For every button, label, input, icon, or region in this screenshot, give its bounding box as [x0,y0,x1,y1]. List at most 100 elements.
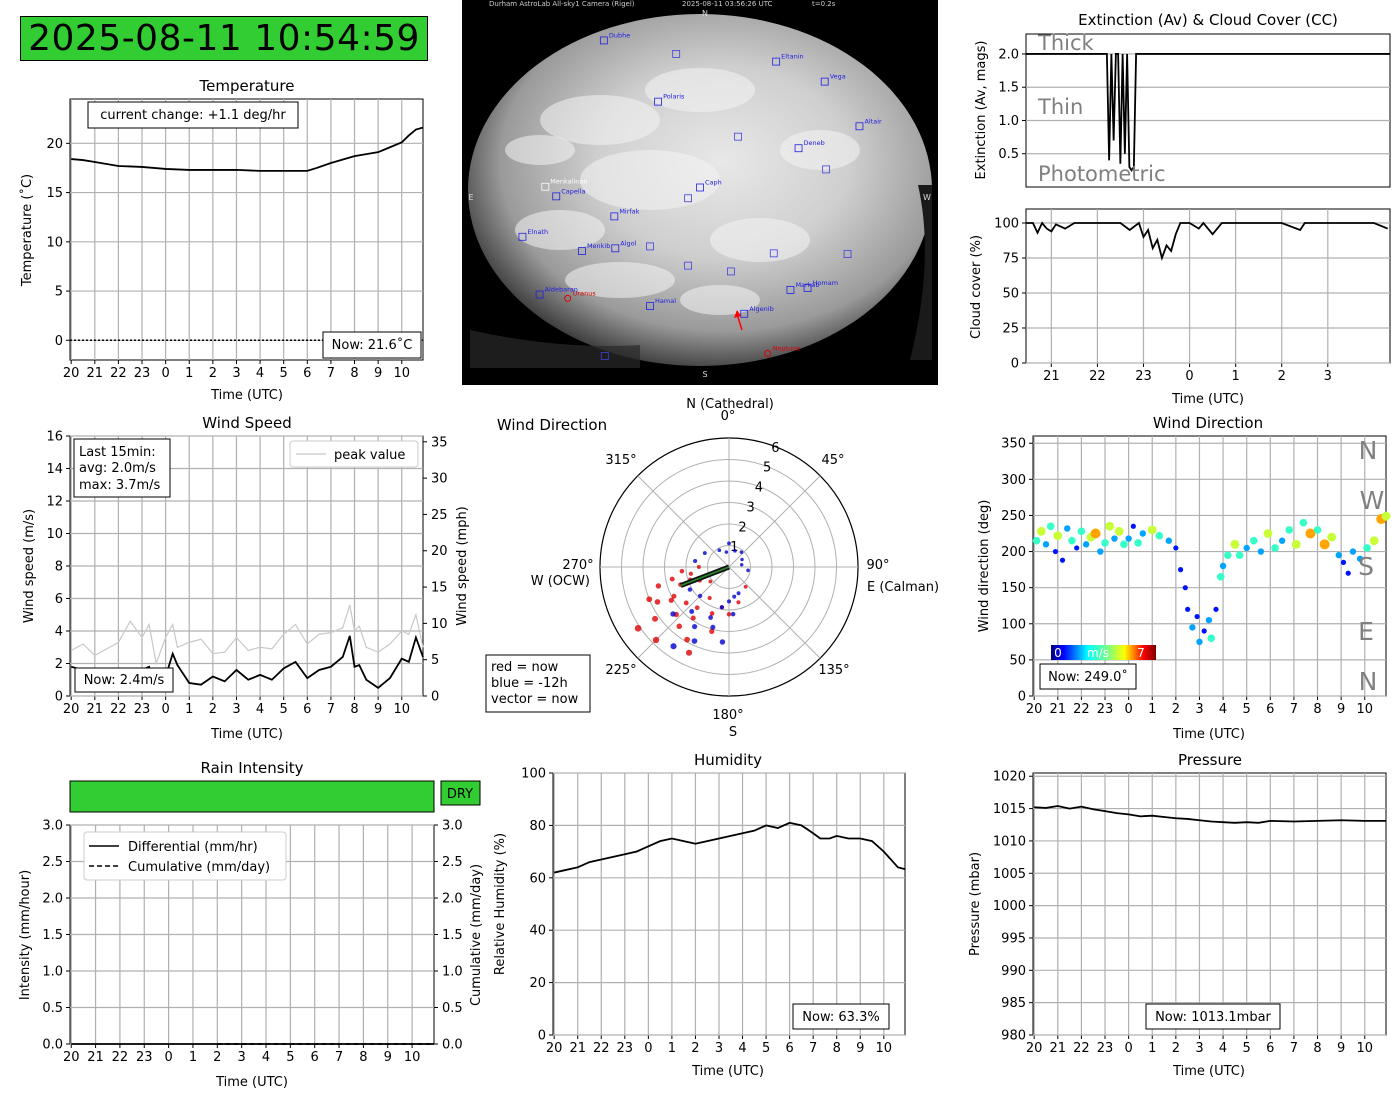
extinction-plot-area [1025,33,1391,188]
wind_direction-xtick-label: 23 [1097,702,1114,717]
polar-point [690,615,696,621]
temperature-plot-area [69,98,424,361]
wind_direction-ytick-label: 100 [1001,617,1026,632]
pressure-xlabel: Time (UTC) [1172,1064,1245,1079]
clock-timestamp: 2025-08-11 10:54:59 [28,18,420,59]
wind-direction-point [1173,545,1179,551]
polar-point [687,587,693,592]
sky-star-marker [820,77,829,86]
polar-spoke [728,566,821,659]
sky-star-label: Uranus [573,289,597,297]
polar-point [652,636,660,644]
rain-title: Rain Intensity [200,759,303,777]
wind-direction-point [1147,525,1157,535]
wind-direction-point [1134,539,1142,547]
wind-direction-point [1278,537,1286,544]
wind_speed-ytick-label: 10 [46,527,63,542]
sky-star-label: Polaris [663,93,685,101]
extinction-zone-photometric: Photometric [1038,162,1166,186]
rain_intensity-xtick-label: 22 [112,1050,129,1065]
wind-direction-point [1194,613,1200,620]
humidity-xtick-label: 6 [785,1041,793,1056]
pressure-ytick-label: 1020 [993,770,1026,785]
temperature-ytick-label: 20 [46,137,63,152]
wind-polar-title: Wind Direction [497,416,607,434]
wind_direction-xtick-label: 22 [1073,702,1090,717]
sky-star-label: Altair [864,117,882,125]
wind-compass-e: E [1358,617,1374,646]
wind-compass-w: W [1360,486,1385,515]
wind-direction-point [1213,606,1219,612]
polar-point [726,599,732,604]
wind-speed-stats-1: avg: 2.0m/s [79,461,156,476]
polar-point [709,628,715,634]
wind_speed-y2tick-label: 35 [431,435,448,450]
pressure-ytick-label: 990 [1001,964,1026,979]
sky-star-marker [734,132,742,141]
polar-point [684,636,690,643]
humidity-xtick-label: 21 [569,1041,586,1056]
wind_speed-y2tick-label: 30 [431,472,448,487]
wind-direction-point [1381,511,1391,521]
polar-point [708,579,713,584]
polar-point [634,625,642,632]
rain-ylabel2: Cumulative (mm/day) [469,864,484,1006]
wind-speed-legend-label: peak value [334,448,405,463]
wind-polar-east: E (Calman) [867,580,939,595]
wind-direction-point [1327,532,1337,542]
wind-direction-now-box [1039,663,1137,690]
humidity-xtick-label: 0 [644,1041,652,1056]
polar-point [726,612,732,617]
wind-direction-point [1340,559,1347,565]
pressure-xtick-label: 9 [1337,1041,1345,1056]
wind_speed-ytick-label: 12 [46,495,63,510]
wind-direction-point [1291,539,1301,549]
wind-direction-point [1335,551,1342,559]
wind-direction-point [1053,531,1063,541]
wind-direction-point [1074,545,1080,551]
rain_intensity-y2tick-label: 2.5 [442,855,463,870]
polar-point [676,623,683,630]
wind_direction-ytick-label: 250 [1001,509,1026,524]
wind_speed-ytick-label: 6 [55,592,63,607]
wind_direction-xtick-label: 1 [1148,702,1156,717]
sky-star-marker [803,284,812,292]
rain_intensity-xtick-label: 6 [311,1050,319,1065]
wind-direction-point [1042,541,1050,548]
extinction-title: Extinction (Av) & Cloud Cover (CC) [1078,11,1338,29]
polar-radial-label: 2 [738,520,746,535]
sky-cloud [540,95,660,145]
wind_direction-ytick-label: 300 [1001,473,1026,488]
sky-planet-marker [764,349,772,357]
humidity-now: Now: 63.3% [802,1010,879,1025]
rain-panel: Rain Intensity DRY 20 21 22 23 0 1 2 3 4 5 6 7 8 9 100… [18,759,484,1090]
wind_speed-y2tick-label: 20 [431,544,448,559]
humidity-series-1 [553,821,906,874]
sky-compass-e: E [468,193,473,202]
sky-star-marker [684,194,692,203]
wind-speed-title: Wind Speed [202,414,292,432]
sky-star-marker [518,232,527,241]
wind-direction-point [1059,557,1066,563]
rain-status-bar [69,780,435,813]
wind_direction-xtick-label: 0 [1124,702,1132,717]
cloud_cover-ytick-label: 25 [1002,322,1019,337]
humidity-xtick-label: 2 [691,1041,699,1056]
wind-direction-point [1125,535,1132,542]
sky-planet-marker [564,294,572,302]
rain_intensity-y2tick-label: 0.0 [442,1038,463,1053]
wind_speed-xtick-label: 10 [393,702,410,717]
humidity-ytick-label: 100 [521,767,546,782]
sky-cloud [580,150,720,210]
pressure-xtick-label: 3 [1195,1041,1203,1056]
rain_intensity-ytick-label: 2.5 [42,855,63,870]
sky-cloud [505,135,575,165]
sky-star-label: Deneb [804,139,825,147]
clock-banner: 2025-08-11 10:54:59 [20,16,428,61]
wind-direction-point [1182,585,1188,591]
polar-point [671,593,677,599]
polar-spoke [637,475,730,568]
cloud_cover-ytick-label: 50 [1002,287,1019,302]
